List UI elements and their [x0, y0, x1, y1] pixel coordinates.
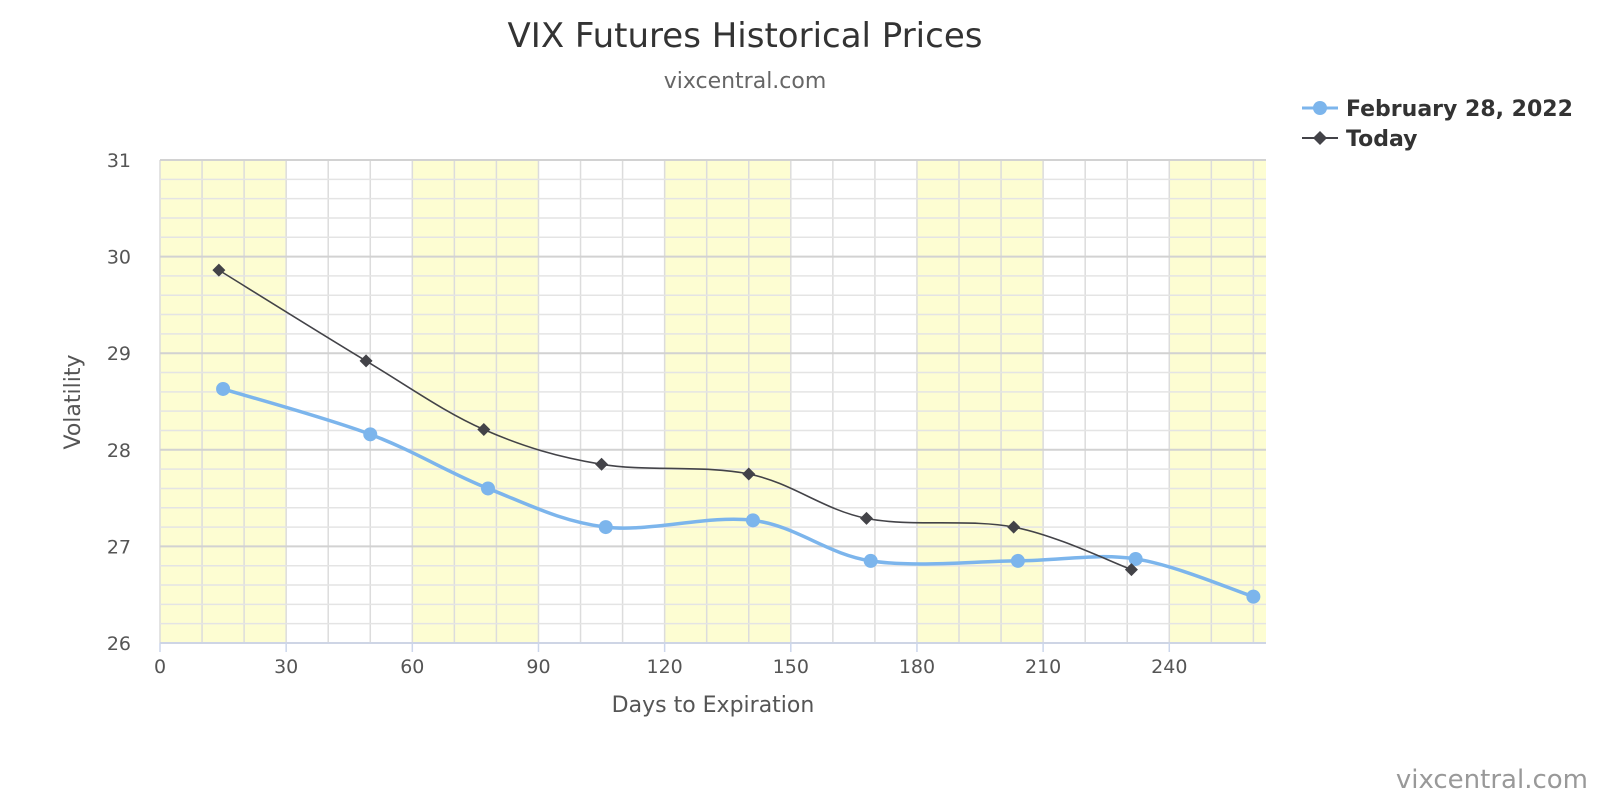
x-tick-label: 150	[773, 656, 809, 678]
x-tick-label: 0	[154, 656, 166, 678]
legend-item-february-28-2022[interactable]: February 28, 2022	[1302, 97, 1573, 122]
data-point-today	[477, 423, 491, 437]
data-point-february	[1246, 589, 1261, 604]
data-point-today	[742, 467, 756, 481]
data-point-today	[1124, 563, 1138, 577]
plot-band	[664, 160, 791, 643]
legend-label-today: Today	[1346, 127, 1417, 152]
data-point-february	[1128, 551, 1143, 566]
data-point-february	[745, 513, 760, 528]
data-point-today	[1007, 520, 1021, 534]
plot-band	[916, 160, 1044, 643]
legend: February 28, 2022 Today	[1302, 97, 1573, 152]
y-tick-label: 26	[107, 633, 131, 655]
plot-band	[538, 160, 665, 643]
plot-band	[790, 160, 917, 643]
data-point-today	[359, 354, 373, 368]
data-point-february	[363, 427, 378, 442]
chart-title: VIX Futures Historical Prices	[508, 16, 983, 56]
data-point-february	[481, 481, 496, 496]
x-tick-label: 210	[1025, 656, 1061, 678]
data-point-february	[863, 553, 878, 568]
credit-watermark: vixcentral.com	[1396, 765, 1588, 795]
y-axis-title: Volatility	[61, 354, 86, 449]
x-tick-label: 180	[899, 656, 935, 678]
plot-band	[1043, 160, 1170, 643]
legend-label-february: February 28, 2022	[1346, 97, 1573, 122]
legend-marker-diamond	[1313, 131, 1327, 145]
legend-marker-circle	[1313, 101, 1327, 115]
chart-subtitle: vixcentral.com	[664, 69, 827, 94]
x-tick-label: 240	[1151, 656, 1187, 678]
x-tick-label: 60	[400, 656, 424, 678]
plot-band	[286, 160, 413, 643]
x-axis-ticks: 0 30 60 90 120 150 180 210 240	[154, 643, 1187, 678]
series-layer	[212, 263, 1261, 604]
data-point-february	[1010, 553, 1025, 568]
y-tick-label: 29	[107, 343, 131, 365]
data-point-february	[216, 381, 231, 396]
x-tick-label: 120	[647, 656, 683, 678]
plot-band	[412, 160, 539, 643]
legend-item-today[interactable]: Today	[1302, 127, 1417, 152]
plot-band	[1169, 160, 1266, 643]
y-tick-label: 28	[107, 440, 131, 462]
x-tick-label: 90	[526, 656, 550, 678]
x-axis-title: Days to Expiration	[612, 693, 815, 718]
grid-lines	[159, 159, 1266, 644]
data-point-february	[598, 520, 613, 535]
plot-bands	[160, 160, 1266, 643]
data-point-today	[595, 457, 609, 471]
y-tick-label: 31	[107, 150, 131, 172]
y-tick-label: 27	[107, 536, 131, 558]
data-point-today	[859, 511, 873, 525]
x-tick-label: 30	[274, 656, 298, 678]
data-point-today	[212, 263, 226, 277]
y-tick-label: 30	[107, 247, 131, 269]
y-axis-ticks: 26 27 28 29 30 31	[107, 150, 131, 655]
